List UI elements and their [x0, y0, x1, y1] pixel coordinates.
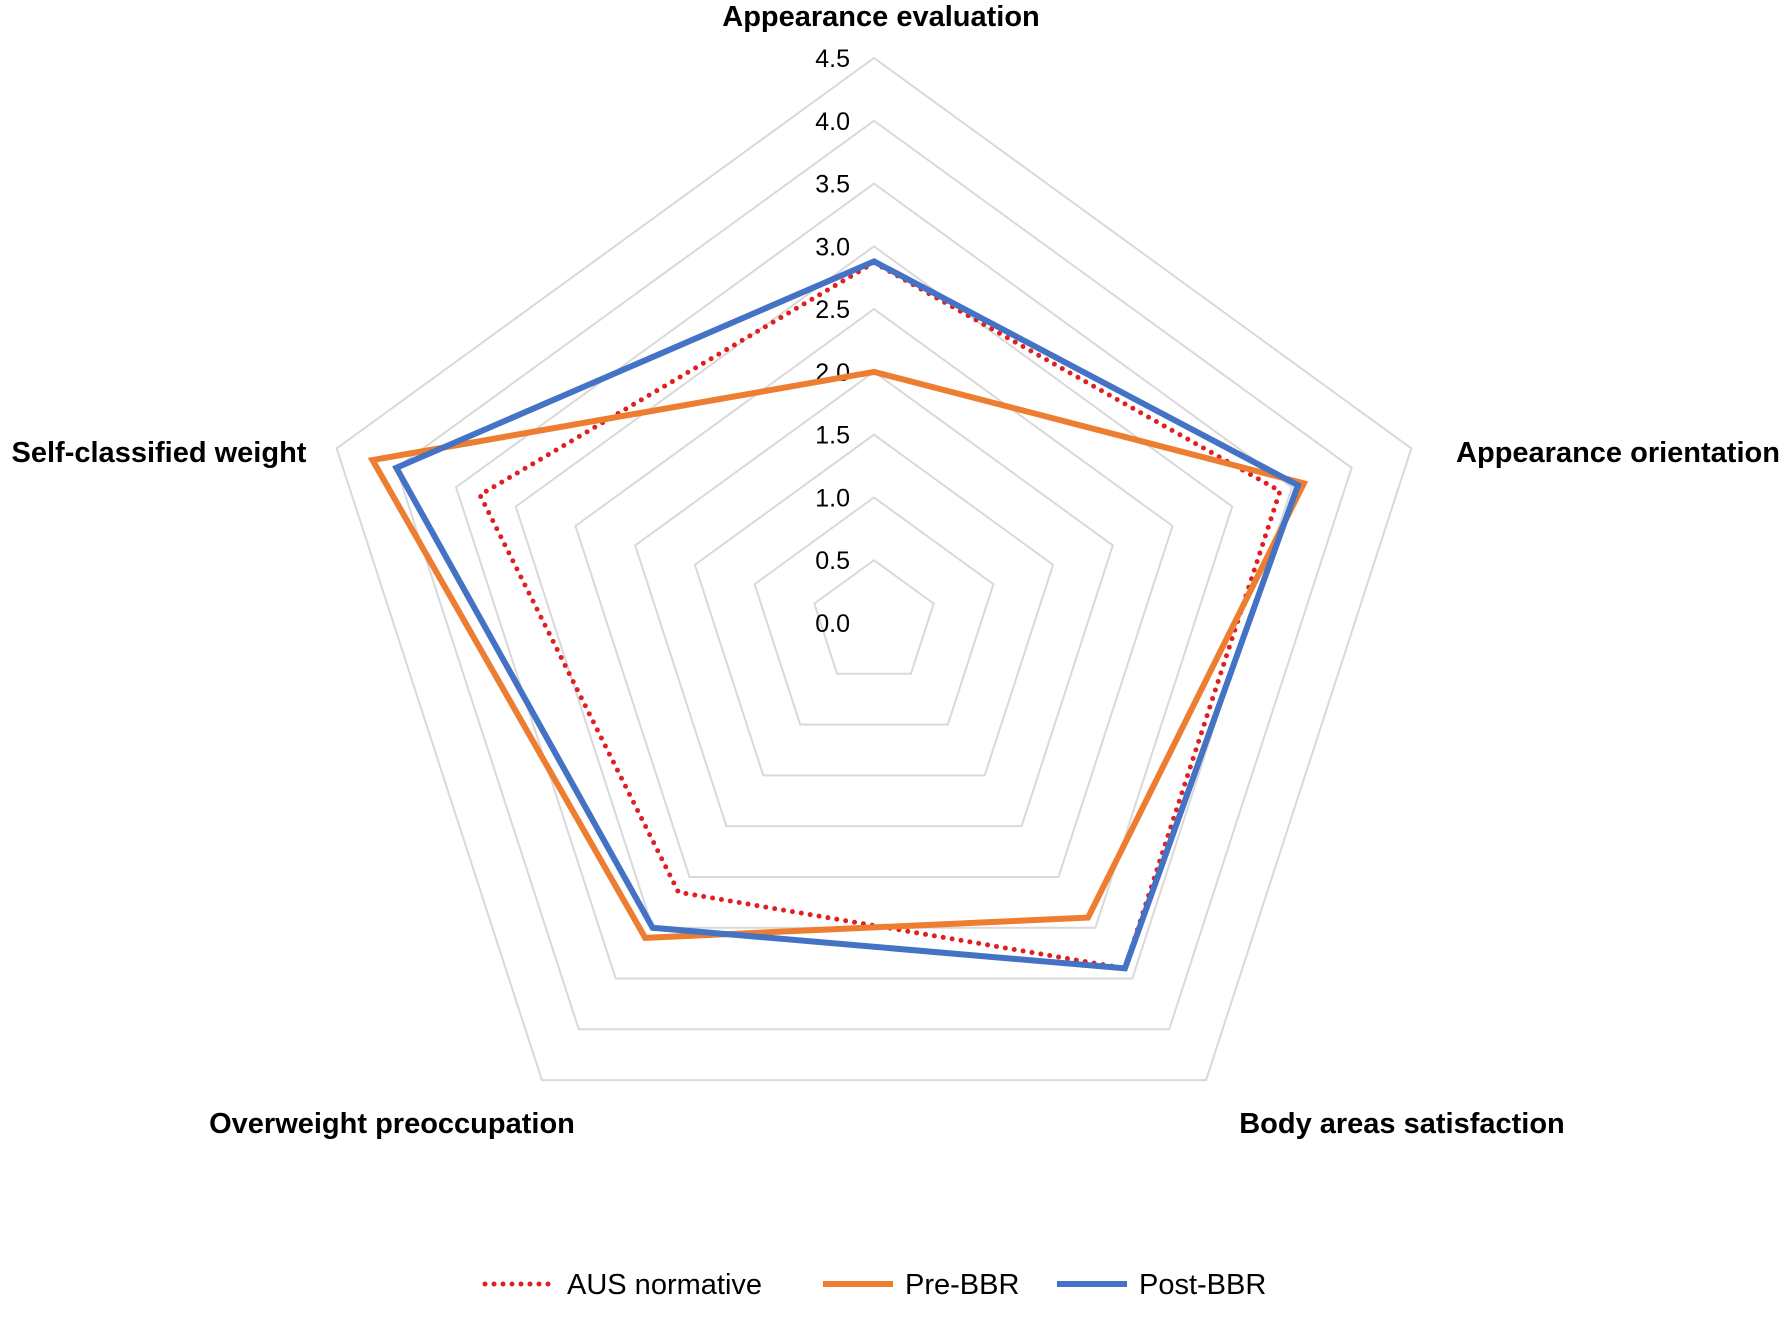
grid-ring-4 — [634, 370, 1114, 828]
legend-label-pre-bbr: Pre-BBR — [905, 1269, 1019, 1301]
tick-labels: 0.00.51.01.52.02.53.03.54.04.5 — [815, 45, 850, 638]
legend: AUS normative Pre-BBR Post-BBR — [482, 1269, 1266, 1301]
tick-label-9: 4.5 — [815, 45, 850, 73]
series-aus-normative — [476, 259, 1284, 972]
legend-label-post-bbr: Post-BBR — [1139, 1269, 1266, 1301]
axis-label-appearance-evaluation: Appearance evaluation — [722, 1, 1040, 33]
tick-label-2: 1.0 — [815, 484, 850, 512]
legend-label-aus-normative: AUS normative — [567, 1269, 762, 1301]
grid-ring-2 — [753, 496, 995, 726]
axis-label-overweight-preoccupation: Overweight preoccupation — [209, 1108, 575, 1140]
tick-label-5: 2.5 — [815, 296, 850, 324]
tick-label-8: 4.0 — [815, 108, 850, 136]
grid-ring-1 — [813, 558, 935, 675]
series-layer — [367, 258, 1309, 972]
tick-label-0: 0.0 — [815, 610, 850, 638]
series-post-bbr — [392, 258, 1302, 972]
axis-label-self-classified-weight: Self-classified weight — [12, 437, 307, 469]
axis-label-appearance-orientation: Appearance orientation — [1456, 437, 1780, 469]
tick-label-1: 0.5 — [815, 547, 850, 575]
grid-ring-7 — [454, 182, 1294, 980]
series-pre-bbr — [367, 368, 1309, 941]
axis-labels: Appearance evaluation Appearance orientat… — [12, 1, 1780, 1140]
axis-label-body-areas-satisfaction: Body areas satisfaction — [1239, 1108, 1565, 1140]
grid-ring-8 — [395, 119, 1353, 1031]
grid-ring-3 — [693, 433, 1055, 777]
tick-label-7: 3.5 — [815, 171, 850, 199]
tick-label-6: 3.0 — [815, 233, 850, 261]
grid-ring-5 — [574, 307, 1174, 878]
grid-ring-9 — [335, 56, 1413, 1082]
tick-label-3: 1.5 — [815, 422, 850, 450]
